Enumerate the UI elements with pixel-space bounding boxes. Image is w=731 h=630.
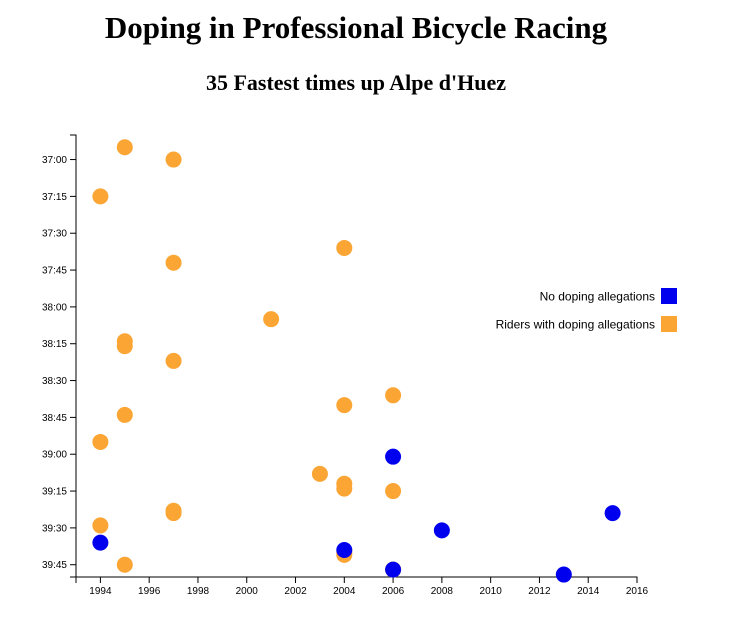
x-tick-label: 2014 (577, 586, 600, 597)
y-tick-label: 38:45 (42, 413, 67, 424)
y-tick-label: 39:00 (42, 450, 67, 461)
y-tick-label: 37:15 (42, 192, 67, 203)
doping-point[interactable] (263, 311, 280, 328)
data-points (92, 139, 621, 583)
y-tick-label: 37:45 (42, 266, 67, 277)
doping-point[interactable] (116, 139, 133, 156)
x-tick-label: 2012 (528, 586, 551, 597)
doping-point[interactable] (116, 338, 133, 355)
clean-point[interactable] (92, 534, 109, 551)
doping-point[interactable] (92, 188, 109, 205)
doping-point[interactable] (165, 352, 182, 369)
clean-point[interactable] (385, 561, 402, 578)
y-tick-label: 38:00 (42, 302, 67, 313)
y-tick-label: 39:45 (42, 560, 67, 571)
x-tick-label: 2000 (236, 586, 259, 597)
doping-point[interactable] (165, 505, 182, 522)
x-tick-label: 2002 (284, 586, 307, 597)
x-tick-label: 2010 (480, 586, 503, 597)
y-tick-label: 37:00 (42, 155, 67, 166)
legend-label: Riders with doping allegations (496, 318, 655, 332)
x-axis-line (75, 576, 638, 583)
doping-point[interactable] (116, 406, 133, 423)
y-axis-line (70, 134, 77, 578)
legend: No doping allegations Riders with doping … (496, 288, 677, 332)
legend-swatch (661, 288, 677, 304)
clean-point[interactable] (555, 566, 572, 583)
doping-point[interactable] (385, 387, 402, 404)
y-axis: 37:00 37:15 37:30 37:45 38:00 38:15 38:30 38:45… (42, 134, 77, 578)
doping-point[interactable] (336, 480, 353, 497)
doping-point[interactable] (165, 254, 182, 271)
chart-subtitle: 35 Fastest times up Alpe d'Huez (205, 70, 507, 95)
clean-point[interactable] (385, 448, 402, 465)
legend-label: No doping allegations (540, 290, 655, 304)
x-tick-label: 1994 (89, 586, 112, 597)
doping-point[interactable] (92, 517, 109, 534)
x-tick-label: 2008 (431, 586, 454, 597)
doping-point[interactable] (336, 397, 353, 414)
y-tick-label: 38:15 (42, 339, 67, 350)
x-tick-label: 2016 (626, 586, 649, 597)
clean-point[interactable] (433, 522, 450, 539)
x-tick-label: 2006 (382, 586, 405, 597)
doping-point[interactable] (311, 465, 328, 482)
doping-point[interactable] (92, 433, 109, 450)
x-tick-label: 2004 (333, 586, 356, 597)
y-tick-label: 38:30 (42, 376, 67, 387)
doping-point[interactable] (116, 556, 133, 573)
y-tick-label: 37:30 (42, 229, 67, 240)
doping-point[interactable] (336, 239, 353, 256)
doping-point[interactable] (385, 483, 402, 500)
x-tick-label: 1996 (138, 586, 161, 597)
clean-point[interactable] (336, 541, 353, 558)
doping-point[interactable] (165, 151, 182, 168)
legend-swatch (661, 316, 677, 332)
x-axis: 1994 1996 1998 2000 2002 2004 2006 2008 2010 2012… (75, 576, 649, 597)
chart-title: Doping in Professional Bicycle Racing (104, 10, 608, 45)
clean-point[interactable] (604, 505, 621, 522)
y-tick-label: 39:30 (42, 523, 67, 534)
x-tick-label: 1998 (187, 586, 210, 597)
y-tick-label: 39:15 (42, 487, 67, 498)
